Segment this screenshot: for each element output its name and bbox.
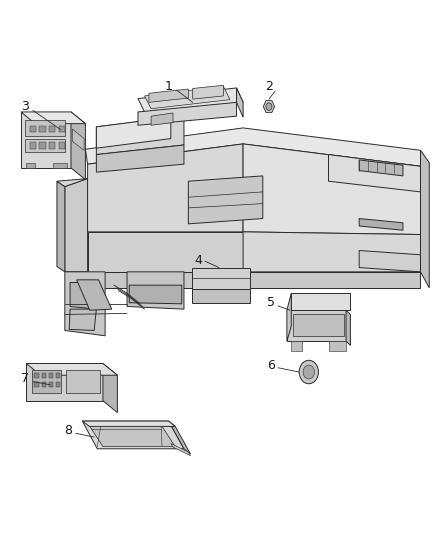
Bar xyxy=(30,142,36,149)
Polygon shape xyxy=(193,85,223,99)
Polygon shape xyxy=(420,150,429,288)
Bar xyxy=(34,382,39,387)
Text: 4: 4 xyxy=(194,254,202,266)
Bar xyxy=(49,382,53,387)
Text: 6: 6 xyxy=(267,359,275,372)
Polygon shape xyxy=(151,113,173,125)
Text: 1: 1 xyxy=(165,80,173,93)
Bar xyxy=(49,373,53,378)
Polygon shape xyxy=(287,310,346,341)
Polygon shape xyxy=(171,443,191,456)
Polygon shape xyxy=(21,112,85,124)
Polygon shape xyxy=(88,144,243,232)
Polygon shape xyxy=(72,129,84,150)
Bar xyxy=(42,382,46,387)
Polygon shape xyxy=(359,160,403,176)
Polygon shape xyxy=(169,421,191,454)
Polygon shape xyxy=(57,181,65,272)
Polygon shape xyxy=(82,421,175,426)
Polygon shape xyxy=(82,421,184,449)
Polygon shape xyxy=(188,176,263,224)
Polygon shape xyxy=(96,116,184,155)
Polygon shape xyxy=(243,144,420,235)
Bar xyxy=(39,126,46,132)
Polygon shape xyxy=(65,272,105,336)
Bar xyxy=(59,142,65,149)
Bar xyxy=(39,142,46,149)
Polygon shape xyxy=(328,341,346,351)
Polygon shape xyxy=(328,155,420,192)
Bar xyxy=(49,142,55,149)
Polygon shape xyxy=(21,112,71,168)
Polygon shape xyxy=(359,219,403,230)
Bar xyxy=(49,126,55,132)
Polygon shape xyxy=(53,163,67,168)
Polygon shape xyxy=(192,268,250,289)
Polygon shape xyxy=(138,102,237,125)
Polygon shape xyxy=(127,272,184,309)
Polygon shape xyxy=(77,280,112,310)
Bar xyxy=(42,373,46,378)
Polygon shape xyxy=(26,364,103,401)
Text: 2: 2 xyxy=(265,80,273,93)
Polygon shape xyxy=(88,272,420,288)
Polygon shape xyxy=(85,128,420,166)
Polygon shape xyxy=(293,314,344,336)
Text: 3: 3 xyxy=(21,100,29,113)
Polygon shape xyxy=(145,86,230,109)
Circle shape xyxy=(299,360,318,384)
Bar xyxy=(34,373,39,378)
Text: 7: 7 xyxy=(21,372,29,385)
Circle shape xyxy=(266,103,272,110)
Polygon shape xyxy=(96,117,171,148)
Polygon shape xyxy=(192,289,250,303)
Bar xyxy=(56,373,60,378)
Polygon shape xyxy=(103,364,117,413)
Polygon shape xyxy=(346,310,350,345)
Text: 5: 5 xyxy=(267,296,275,309)
Bar xyxy=(30,126,36,132)
Polygon shape xyxy=(359,251,420,272)
Polygon shape xyxy=(66,370,100,393)
Polygon shape xyxy=(96,145,184,172)
Polygon shape xyxy=(26,163,35,168)
Polygon shape xyxy=(138,88,243,112)
Polygon shape xyxy=(69,309,96,330)
Polygon shape xyxy=(291,293,350,310)
Polygon shape xyxy=(25,139,65,152)
Polygon shape xyxy=(287,293,291,341)
Polygon shape xyxy=(237,88,243,117)
Polygon shape xyxy=(263,101,275,112)
Polygon shape xyxy=(70,282,96,309)
Text: 8: 8 xyxy=(64,424,72,437)
Polygon shape xyxy=(129,285,182,304)
Polygon shape xyxy=(65,179,88,272)
Polygon shape xyxy=(26,364,117,375)
Polygon shape xyxy=(243,232,420,272)
Polygon shape xyxy=(149,89,188,102)
Bar xyxy=(56,382,60,387)
Polygon shape xyxy=(88,232,243,272)
Polygon shape xyxy=(90,426,175,447)
Bar xyxy=(59,126,65,132)
Polygon shape xyxy=(32,370,61,393)
Polygon shape xyxy=(71,112,85,180)
Circle shape xyxy=(303,365,314,379)
Polygon shape xyxy=(291,341,302,351)
Polygon shape xyxy=(57,179,88,187)
Polygon shape xyxy=(25,120,65,136)
